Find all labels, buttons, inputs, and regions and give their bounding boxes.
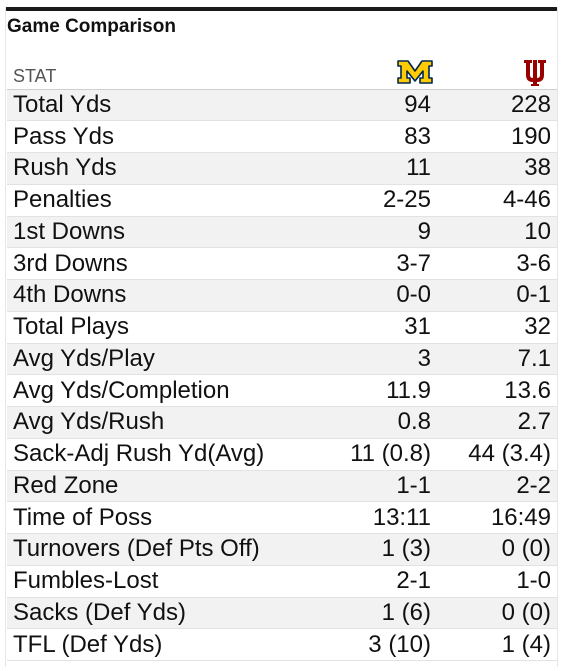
- team2-value: 3-6: [437, 247, 557, 280]
- team2-value: 0-1: [437, 279, 557, 312]
- team1-value: 0-0: [343, 279, 437, 312]
- team2-column-header: [437, 51, 557, 90]
- table-row: Penalties 2-25 4-46: [7, 184, 557, 217]
- team1-value: 2-1: [343, 565, 437, 598]
- team1-value: 83: [343, 120, 437, 153]
- stat-label: Pass Yds: [7, 120, 343, 153]
- team1-column-header: [343, 51, 437, 90]
- michigan-block-m-icon[interactable]: [395, 57, 435, 87]
- stat-label: TFL (Def Yds): [7, 628, 343, 661]
- team2-value: 190: [437, 120, 557, 153]
- table-row: Time of Poss 13:11 16:49: [7, 501, 557, 534]
- team2-value: 1 (4): [437, 628, 557, 661]
- team1-value: 1 (6): [343, 597, 437, 630]
- table-row: Avg Yds/Play 3 7.1: [7, 343, 557, 376]
- stat-label: 4th Downs: [7, 279, 343, 312]
- team1-value: 3-7: [343, 247, 437, 280]
- table-row: Avg Yds/Completion 11.9 13.6: [7, 374, 557, 407]
- stat-column-header: STAT: [7, 51, 343, 90]
- team2-value: 32: [437, 311, 557, 344]
- table-header-row: STAT: [7, 51, 557, 90]
- table-row: 3rd Downs 3-7 3-6: [7, 247, 557, 280]
- team1-value: 1-1: [343, 470, 437, 503]
- table-row: Total Yds 94 228: [7, 89, 557, 122]
- stat-label: Penalties: [7, 184, 343, 217]
- table-row: 1st Downs 9 10: [7, 216, 557, 249]
- table-row: Pass Yds 83 190: [7, 120, 557, 153]
- team2-value: 4-46: [437, 184, 557, 217]
- team1-value: 94: [343, 89, 437, 122]
- table-row: Rush Yds 11 38: [7, 152, 557, 185]
- team2-value: 38: [437, 152, 557, 185]
- team1-value: 9: [343, 216, 437, 249]
- table-row: Avg Yds/Rush 0.8 2.7: [7, 406, 557, 439]
- stat-label: Avg Yds/Play: [7, 343, 343, 376]
- team2-value: 0 (0): [437, 533, 557, 566]
- team1-value: 11.9: [343, 374, 437, 407]
- stat-label: 3rd Downs: [7, 247, 343, 280]
- team2-value: 7.1: [437, 343, 557, 376]
- table-row: Red Zone 1-1 2-2: [7, 470, 557, 503]
- stat-label: Red Zone: [7, 470, 343, 503]
- table-row: 4th Downs 0-0 0-1: [7, 279, 557, 312]
- stat-label: Fumbles-Lost: [7, 565, 343, 598]
- team1-value: 2-25: [343, 184, 437, 217]
- team1-value: 31: [343, 311, 437, 344]
- table-row: Turnovers (Def Pts Off) 1 (3) 0 (0): [7, 533, 557, 566]
- table-row: TFL (Def Yds) 3 (10) 1 (4): [7, 628, 557, 661]
- stat-label: Rush Yds: [7, 152, 343, 185]
- table-row: Fumbles-Lost 2-1 1-0: [7, 565, 557, 598]
- team1-value: 13:11: [343, 501, 437, 534]
- team1-value: 3: [343, 343, 437, 376]
- team2-value: 1-0: [437, 565, 557, 598]
- stat-label: Sacks (Def Yds): [7, 597, 343, 630]
- team2-value: 228: [437, 89, 557, 122]
- table-row: Sacks (Def Yds) 1 (6) 0 (0): [7, 597, 557, 630]
- team1-value: 3 (10): [343, 628, 437, 661]
- table-row: Sack-Adj Rush Yd(Avg) 11 (0.8) 44 (3.4): [7, 438, 557, 471]
- stat-label: Turnovers (Def Pts Off): [7, 533, 343, 566]
- team1-value: 0.8: [343, 406, 437, 439]
- team1-value: 11 (0.8): [343, 438, 437, 471]
- stat-label: Total Yds: [7, 89, 343, 122]
- team2-value: 44 (3.4): [437, 438, 557, 471]
- indiana-iu-trident-icon[interactable]: [515, 57, 555, 87]
- team1-value: 1 (3): [343, 533, 437, 566]
- stat-label: Total Plays: [7, 311, 343, 344]
- team1-value: 11: [343, 152, 437, 185]
- team2-value: 2-2: [437, 470, 557, 503]
- team2-value: 16:49: [437, 501, 557, 534]
- team2-value: 0 (0): [437, 597, 557, 630]
- team2-value: 13.6: [437, 374, 557, 407]
- comparison-table: STAT Total Yds 94 228 Pas: [7, 51, 557, 661]
- stat-label: Time of Poss: [7, 501, 343, 534]
- stat-label: Sack-Adj Rush Yd(Avg): [7, 438, 343, 471]
- stat-label: 1st Downs: [7, 216, 343, 249]
- table-row: Total Plays 31 32: [7, 311, 557, 344]
- stat-label: Avg Yds/Completion: [7, 374, 343, 407]
- panel-top-border: [5, 7, 558, 11]
- team2-value: 10: [437, 216, 557, 249]
- stat-label: Avg Yds/Rush: [7, 406, 343, 439]
- panel-title: Game Comparison: [7, 16, 176, 37]
- team2-value: 2.7: [437, 406, 557, 439]
